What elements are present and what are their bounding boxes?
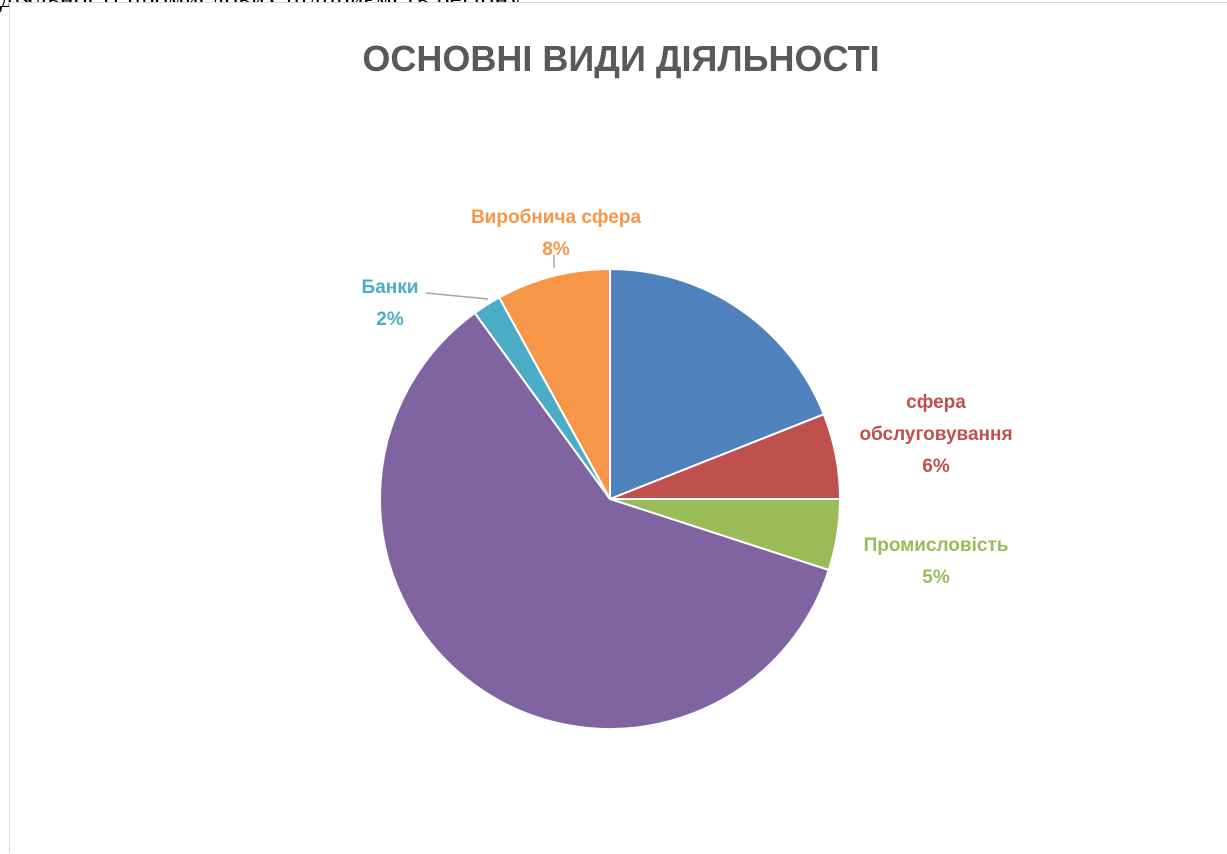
data-label: Виробнича сфера 8% bbox=[471, 207, 641, 260]
data-label: Банки 2% bbox=[362, 277, 419, 330]
pie-slice bbox=[497, 267, 611, 500]
data-label-line: 6% bbox=[922, 456, 950, 477]
pie-slices bbox=[379, 267, 842, 731]
data-label: сфера обслуговування 6% bbox=[859, 392, 1012, 477]
data-label-line: 8% bbox=[542, 239, 570, 260]
data-label-line: обслуговування bbox=[859, 424, 1012, 445]
pie-slice bbox=[609, 267, 826, 501]
leader-lines bbox=[425, 255, 555, 300]
data-label-line: 5% bbox=[922, 567, 950, 588]
chart-title: ОСНОВНІ ВИДИ ДІЯЛЬНОСТІ bbox=[362, 38, 879, 79]
data-label-line: Виробнича сфера bbox=[471, 207, 641, 228]
leader-line bbox=[425, 292, 489, 300]
pie-slice bbox=[379, 311, 831, 731]
data-label-line: Банки bbox=[362, 277, 419, 298]
pie-chart: ОСНОВНІ ВИДИ ДІЯЛЬНОСТІ сфера обслуговува… bbox=[362, 38, 1013, 731]
data-labels: сфера обслуговування 6% Промисловість 5% Банк… bbox=[362, 207, 1013, 588]
data-label: Промисловість 5% bbox=[864, 535, 1009, 588]
data-label-line: 2% bbox=[376, 309, 404, 330]
data-label-line: Промисловість bbox=[864, 535, 1009, 556]
chart-area: ОСНОВНІ ВИДИ ДІЯЛЬНОСТІ сфера обслуговува… bbox=[9, 2, 1227, 853]
data-label-line: сфера bbox=[906, 392, 966, 413]
